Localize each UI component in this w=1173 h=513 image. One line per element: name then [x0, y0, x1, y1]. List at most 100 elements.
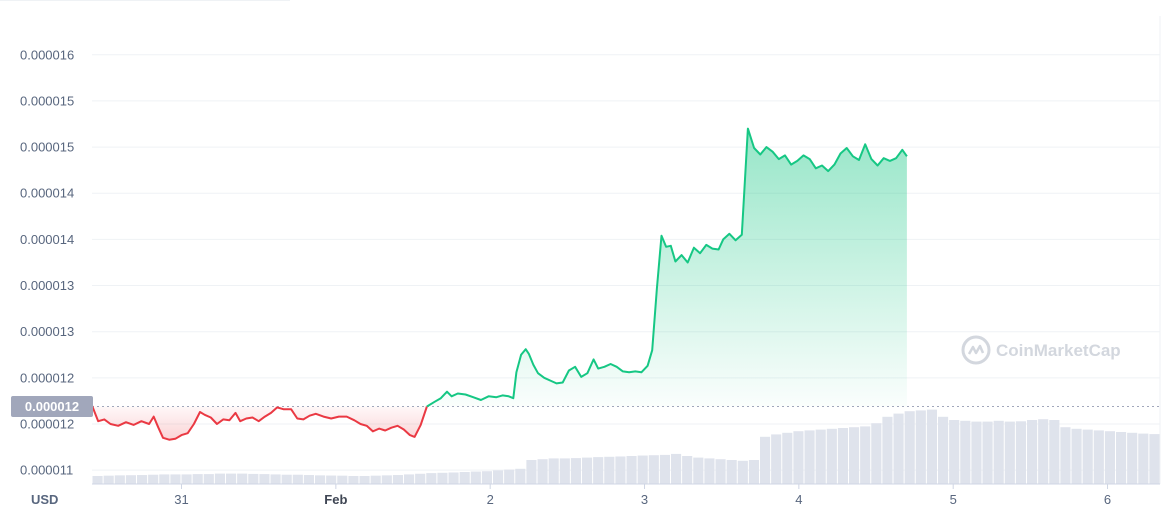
volume-bar — [470, 471, 481, 484]
volume-bar — [1038, 419, 1049, 484]
x-tick-label: 31 — [174, 492, 188, 507]
volume-bar — [904, 411, 915, 484]
volume-bar — [748, 460, 759, 484]
volume-bar — [1015, 421, 1026, 484]
volume-bar — [159, 474, 170, 484]
volume-bar — [704, 458, 715, 484]
volume-bar — [971, 421, 982, 484]
volume-bar — [148, 474, 159, 484]
volume-bar — [760, 436, 771, 484]
volume-bar — [348, 476, 359, 484]
volume-bar — [1027, 420, 1038, 484]
volume-bar — [1093, 430, 1104, 484]
volume-bar — [1004, 421, 1015, 484]
volume-bar — [426, 473, 437, 484]
reference-price-tag: 0.000012 — [11, 396, 93, 417]
x-tick-label: 4 — [795, 492, 802, 507]
gridlines — [0, 0, 1161, 484]
volume-bar — [871, 423, 882, 484]
volume-bar — [582, 457, 593, 484]
volume-bar — [359, 476, 370, 484]
volume-bar — [682, 456, 693, 484]
volume-bar — [214, 473, 225, 484]
volume-bar — [1127, 432, 1138, 484]
volume-bar — [949, 420, 960, 484]
volume-bar — [226, 473, 237, 484]
volume-bar — [693, 457, 704, 484]
volume-bar — [392, 475, 403, 484]
volume-bar — [370, 475, 381, 484]
volume-bars — [92, 409, 1160, 484]
volume-bar — [203, 474, 214, 484]
volume-bar — [481, 471, 492, 484]
volume-bar — [448, 472, 459, 484]
volume-bar — [137, 475, 148, 484]
volume-bar — [526, 460, 537, 484]
volume-bar — [259, 474, 270, 484]
volume-bar — [615, 456, 626, 484]
volume-bar — [1071, 428, 1082, 484]
volume-bar — [125, 475, 136, 484]
currency-label: USD — [31, 492, 58, 507]
y-tick-label: 0.000013 — [20, 278, 74, 293]
y-tick-label: 0.000014 — [20, 232, 74, 247]
volume-bar — [181, 474, 192, 484]
volume-bar — [993, 420, 1004, 484]
up-area — [426, 128, 907, 407]
volume-bar — [281, 474, 292, 484]
volume-bar — [504, 469, 515, 484]
volume-bar — [782, 432, 793, 484]
x-tick-label: Feb — [324, 492, 347, 507]
volume-bar — [270, 474, 281, 484]
x-tick-label: 3 — [641, 492, 648, 507]
y-tick-label: 0.000012 — [20, 417, 74, 432]
x-tick-label: 5 — [950, 492, 957, 507]
y-tick-label: 0.000015 — [20, 140, 74, 155]
volume-bar — [515, 468, 526, 484]
volume-bar — [671, 453, 682, 484]
down-area — [92, 405, 427, 440]
y-tick-label: 0.000015 — [20, 93, 74, 108]
y-tick-label: 0.000013 — [20, 324, 74, 339]
volume-bar — [1060, 427, 1071, 484]
coinmarketcap-logo-icon — [961, 335, 991, 365]
volume-bar — [570, 458, 581, 484]
x-tick-label: 2 — [487, 492, 494, 507]
volume-bar — [960, 420, 971, 484]
volume-bar — [437, 472, 448, 484]
y-tick-label: 0.000012 — [20, 370, 74, 385]
volume-bar — [404, 474, 415, 484]
volume-bar — [248, 473, 259, 484]
volume-bar — [1104, 431, 1115, 484]
volume-bar — [415, 473, 426, 484]
volume-bar — [659, 454, 670, 484]
volume-bar — [548, 458, 559, 484]
volume-bar — [726, 460, 737, 484]
volume-bar — [170, 474, 181, 484]
coinmarketcap-watermark: CoinMarketCap — [961, 335, 1121, 365]
volume-bar — [826, 428, 837, 484]
volume-bar — [459, 472, 470, 484]
volume-bar — [1049, 420, 1060, 484]
y-tick-label: 0.000016 — [20, 47, 74, 62]
volume-bar — [237, 473, 248, 484]
volume-bar — [626, 456, 637, 484]
volume-bar — [493, 470, 504, 484]
volume-bar — [793, 431, 804, 484]
volume-bar — [92, 476, 103, 484]
volume-bar — [915, 410, 926, 484]
watermark-text: CoinMarketCap — [996, 341, 1121, 360]
volume-bar — [381, 475, 392, 484]
volume-bar — [537, 459, 548, 484]
volume-bar — [1116, 432, 1127, 484]
down-series-line — [91, 405, 428, 441]
x-tick-label: 6 — [1104, 492, 1111, 507]
volume-bar — [815, 429, 826, 484]
volume-bar — [926, 409, 937, 484]
volume-bar — [860, 426, 871, 484]
volume-bar — [559, 458, 570, 484]
volume-bar — [326, 475, 337, 484]
volume-bar — [893, 413, 904, 484]
volume-bar — [604, 456, 615, 484]
